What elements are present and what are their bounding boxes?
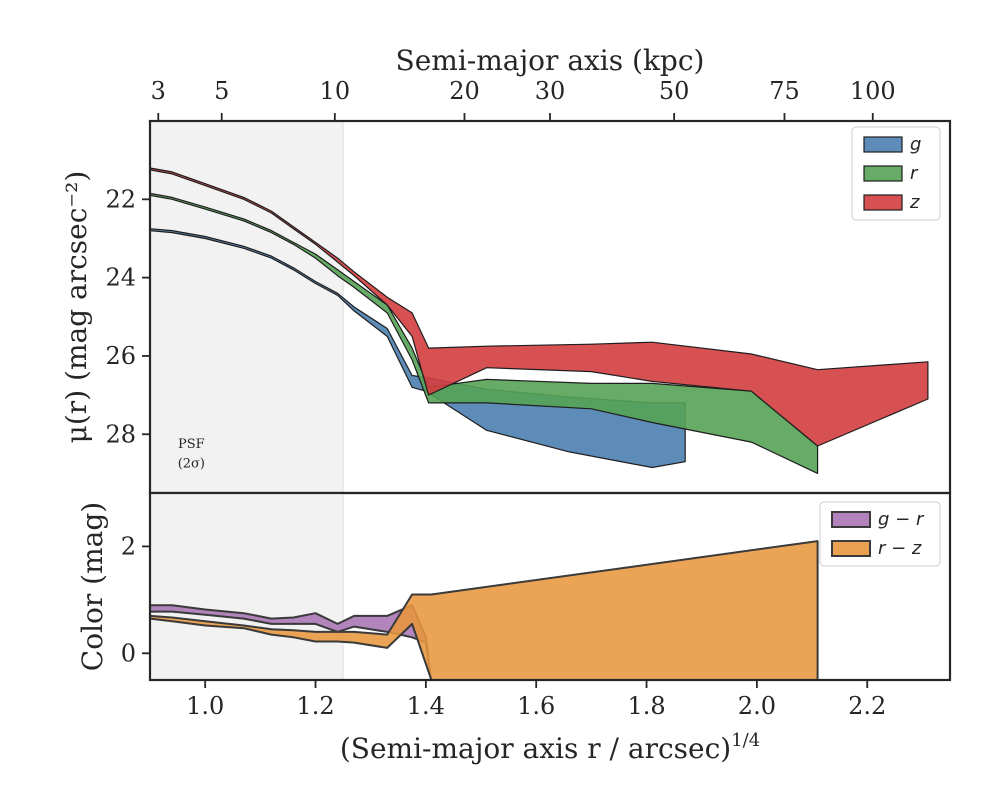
top-tick-label: 3	[151, 77, 166, 105]
top-tick-label: 20	[449, 77, 480, 105]
bottom-x-axis-title: (Semi-major axis r / arcsec)1/4	[340, 730, 760, 765]
top-tick-label: 100	[850, 77, 896, 105]
surface-brightness-panel: 22 24 26 28 3 5 10 20 30 50 75 100 PSF (2σ) grz Se…	[60, 44, 952, 495]
x-tick-label: 2.0	[738, 692, 776, 720]
color-panel-frame	[148, 491, 952, 682]
x-tick-label: 1.0	[186, 692, 224, 720]
color-panel: 02 1.0 1.2 1.4 1.6 1.8 2.0 2.2 g − rr − z Colo…	[76, 491, 952, 765]
top-tick-label: 75	[769, 77, 800, 105]
main-y-axis-title: μ(r) (mag arcsec⁻²)	[60, 171, 93, 444]
color-y-axis-title: Color (mag)	[76, 502, 109, 671]
color-y-ticks: 02	[121, 532, 150, 667]
band-r-z	[150, 540, 819, 680]
color-legend: g − r r − z	[819, 501, 941, 567]
y-tick-label: 22	[105, 185, 136, 213]
bottom-x-ticks: 1.0 1.2 1.4 1.6 1.8 2.0 2.2	[186, 680, 886, 720]
top-tick-label: 5	[214, 77, 229, 105]
x-tick-label: 2.2	[848, 692, 886, 720]
top-x-ticks: 3 5 10 20 30 50 75 100	[151, 77, 896, 121]
legend-swatch-z	[863, 194, 903, 211]
x-tick-label: 1.6	[517, 692, 555, 720]
legend-swatch-r	[863, 165, 903, 182]
legend-swatch-g	[863, 136, 903, 153]
legend-label-z: z	[909, 192, 920, 213]
y-tick-label: 24	[105, 264, 136, 292]
legend-label-g: g	[910, 134, 921, 155]
top-tick-label: 10	[320, 77, 351, 105]
legend-label-g-r: g − r	[878, 509, 925, 530]
x-tick-label: 1.2	[296, 692, 334, 720]
top-tick-label: 50	[659, 77, 690, 105]
legend-label-r-z: r − z	[878, 538, 922, 559]
band-r	[150, 192, 819, 474]
y-tick-label: 2	[121, 532, 136, 560]
legend-swatch-r-z	[831, 540, 871, 557]
x-tick-label: 1.4	[407, 692, 445, 720]
y-tick-label: 0	[121, 639, 136, 667]
psf-label-sigma: (2σ)	[178, 457, 205, 472]
band-z	[150, 167, 929, 447]
x-tick-label: 1.8	[627, 692, 665, 720]
psf-label: PSF	[178, 437, 205, 452]
psf-shaded-region-color	[150, 493, 344, 680]
surface-brightness-bands	[150, 167, 929, 474]
main-y-ticks: 22 24 26 28	[105, 185, 150, 448]
y-tick-label: 28	[105, 420, 136, 448]
top-tick-label: 30	[535, 77, 566, 105]
legend-label-r: r	[910, 163, 919, 184]
band-g	[150, 228, 686, 469]
top-axis-title: Semi-major axis (kpc)	[396, 44, 705, 77]
legend-swatch-g-r	[831, 511, 871, 528]
psf-shaded-region	[150, 121, 344, 493]
color-bands	[150, 540, 819, 680]
main-legend: grz	[851, 126, 941, 221]
y-tick-label: 26	[105, 342, 136, 370]
